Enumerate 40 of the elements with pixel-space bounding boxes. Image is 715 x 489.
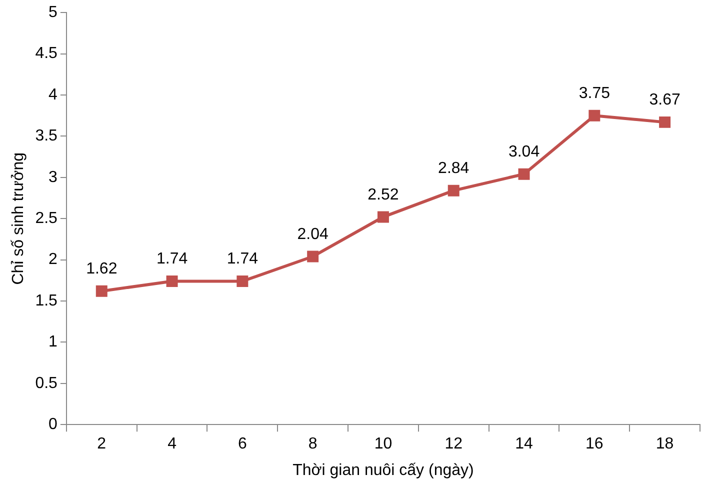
point [307,250,319,262]
point [96,285,108,297]
point [377,211,389,223]
x-tick-label: 14 [515,436,534,453]
y-axis-title: Chỉ số sinh trưởng [10,152,28,285]
y-tick-label: 4 [48,86,58,104]
data-label: 1.62 [86,260,118,278]
y-tick-label: 2 [48,251,58,268]
data-label: 2.04 [297,226,328,243]
y-tick-label: 0 [48,416,58,434]
y-tick-label: 3 [48,168,58,186]
y-tick-label: 5 [48,4,58,22]
x-tick-label: 4 [168,436,177,453]
x-tick-label: 8 [308,436,318,453]
x-tick-label: 16 [586,436,604,453]
x-tick-label: 18 [656,436,674,453]
y-tick-label: 1 [48,334,58,351]
x-tick-label: 10 [374,436,392,453]
data-label: 3.75 [578,85,610,102]
x-tick-label: 2 [97,436,106,453]
data-label: 3.04 [508,144,540,161]
y-tick-label: 3.5 [35,128,58,145]
y-tick-label: 4.5 [35,45,58,62]
point [236,275,248,287]
data-label: 3.67 [649,92,680,109]
x-tick-label: 6 [238,436,247,453]
data-label: 2.52 [368,186,399,204]
point [518,168,530,180]
data-label: 1.74 [226,250,258,268]
point [166,275,178,287]
y-tick-label: 1.5 [35,292,58,310]
data-label: 1.74 [156,250,188,268]
y-tick-label: 2.5 [35,210,58,228]
data-label: 2.84 [438,160,470,177]
point [448,184,460,196]
point [659,116,671,128]
y-tick-label: 0.5 [35,374,58,392]
x-axis-title: Thời gian nuôi cấy (ngày) [292,462,474,479]
x-tick-label: 12 [444,436,463,453]
point [588,110,600,122]
